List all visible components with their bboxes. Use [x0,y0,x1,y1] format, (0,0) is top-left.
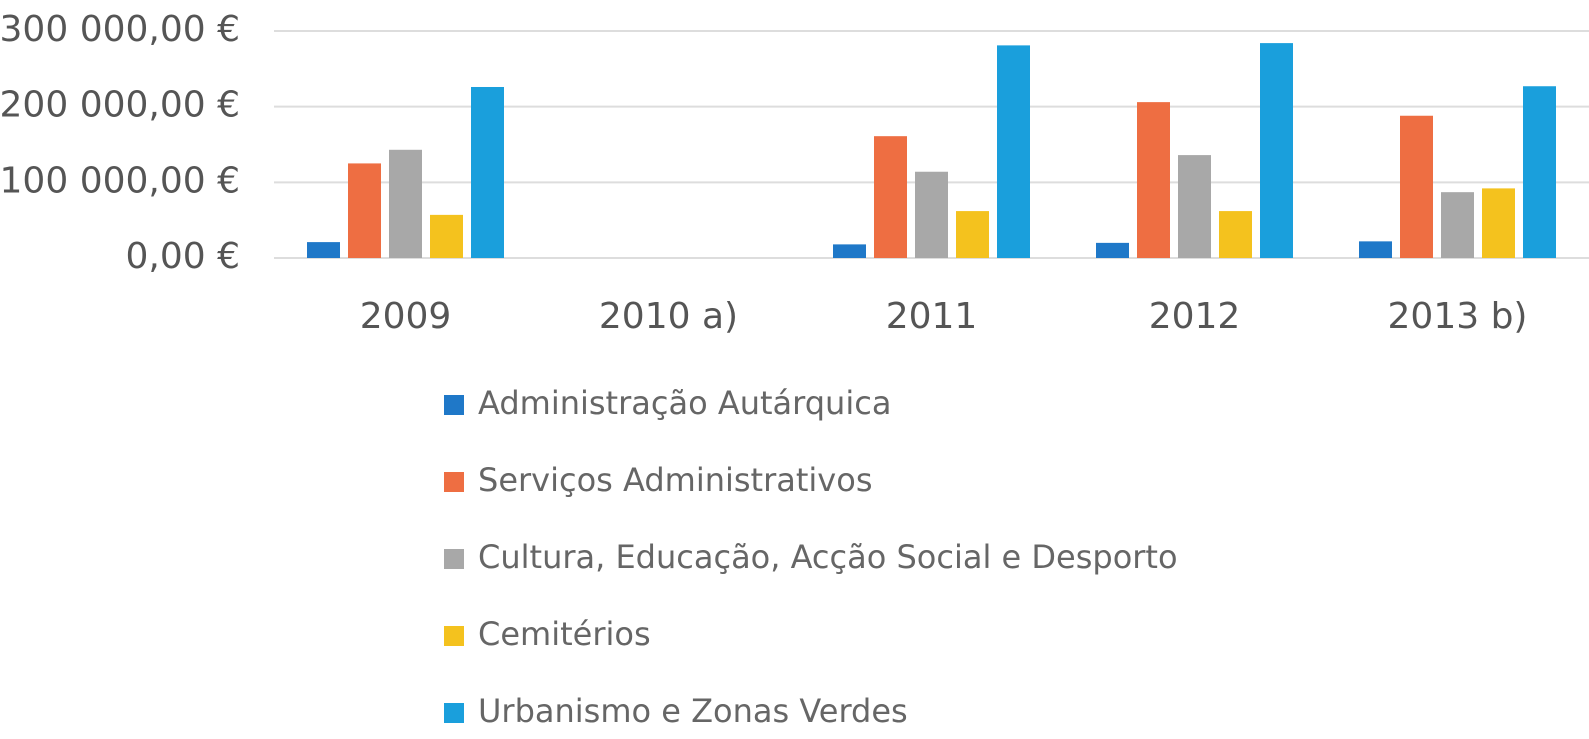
bar [874,136,907,258]
legend-label: Cemitérios [478,615,651,653]
bar [1400,115,1433,258]
bar [1441,192,1474,258]
x-tick-label: 2011 [886,296,978,337]
y-tick-label: 300 000,00 € [0,9,240,50]
bar [389,149,422,258]
bar [1219,211,1252,258]
bar [1523,86,1556,258]
legend-label: Cultura, Educação, Acção Social e Despor… [478,538,1178,576]
legend-label: Serviços Administrativos [478,461,872,499]
legend-label: Administração Autárquica [478,384,891,422]
x-tick-label: 2009 [360,296,452,337]
bar [1482,188,1515,258]
legend-swatch [444,395,464,415]
legend-swatch [444,703,464,723]
legend-swatch [444,626,464,646]
legend-swatch [444,549,464,569]
legend-label: Urbanismo e Zonas Verdes [478,692,908,730]
x-tick-label: 2013 b) [1388,296,1528,337]
bar [1137,102,1170,258]
bar [430,214,463,258]
bar [1178,155,1211,258]
bar [833,244,866,258]
bar [956,211,989,258]
bar [348,163,381,258]
bar [1260,43,1293,259]
x-tick-label: 2012 [1149,296,1241,337]
legend-swatch [444,472,464,492]
bar [997,45,1030,259]
bar [1359,241,1392,258]
y-tick-label: 100 000,00 € [0,160,240,201]
bar [307,242,340,258]
bar [915,171,948,258]
x-tick-label: 2010 a) [599,296,738,337]
bar [471,86,504,258]
bar [1096,242,1129,258]
y-tick-label: 200 000,00 € [0,85,240,126]
y-tick-label: 0,00 € [125,236,240,277]
